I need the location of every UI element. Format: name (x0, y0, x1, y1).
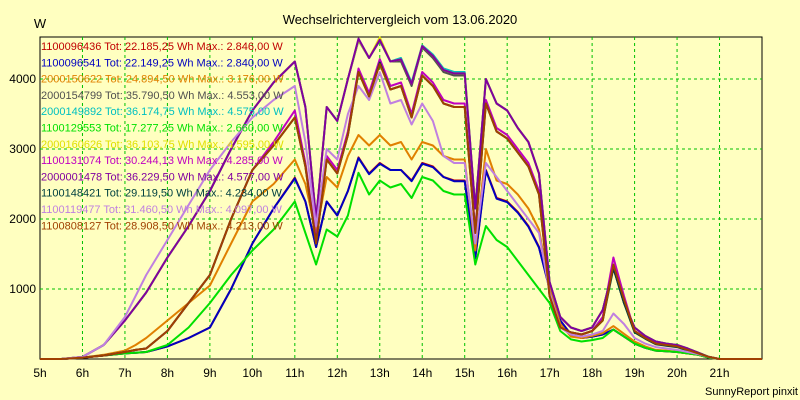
y-axis-ticks: 1000 2000 3000 4000 (9, 72, 36, 296)
x-tick-label: 9h (203, 366, 216, 380)
grid (40, 37, 762, 359)
y-tick-label: 2000 (9, 212, 36, 226)
legend-entry-2000160626: 2000160626 Tot: 36.103,75 Wh Max.: 4.595… (41, 139, 284, 151)
x-tick-label: 11h (285, 366, 304, 380)
plot-area (39, 36, 763, 360)
y-tick-label: 1000 (9, 282, 36, 296)
legend-entry-2000154799: 2000154799 Tot: 35.790,50 Wh Max.: 4.553… (41, 90, 284, 102)
legend-entry-1100131074: 1100131074 Tot: 30.244,13 Wh Max.: 4.285… (41, 155, 283, 167)
x-tick-label: 16h (497, 366, 517, 380)
legend-entry-1100119477: 1100119477 Tot: 31.460,50 Wh Max.: 4.097… (41, 204, 283, 216)
x-tick-label: 13h (370, 366, 390, 380)
legend-entry-1100096436: 1100096436 Tot: 22.185,25 Wh Max.: 2.846… (41, 41, 283, 53)
y-axis-unit-label: W (34, 16, 47, 31)
y-tick-label: 4000 (9, 72, 36, 86)
legend-entry-2000150622: 2000150622 Tot: 24.894,50 Wh Max.: 3.176… (41, 74, 284, 86)
x-tick-label: 17h (540, 366, 560, 380)
series-line-1100808127 (40, 63, 762, 360)
legend-entry-1100808127: 1100808127 Tot: 28.908,50 Wh Max.: 4.213… (41, 220, 283, 232)
x-tick-label: 10h (242, 366, 262, 380)
x-tick-label: 12h (327, 366, 347, 380)
x-tick-label: 19h (625, 366, 645, 380)
y-tick-label: 3000 (9, 142, 36, 156)
series-line-2000150622 (40, 134, 762, 360)
footer-credit: SunnyReport pinxit (705, 386, 798, 398)
x-tick-label: 5h (33, 366, 46, 380)
series-line-1100129553 (40, 171, 762, 360)
x-tick-label: 20h (667, 366, 687, 380)
legend-entry-1100148421: 1100148421 Tot: 29.119,50 Wh Max.: 4.234… (41, 188, 283, 200)
legend-entry-2000149892: 2000149892 Tot: 36.174,75 Wh Max.: 4.575… (41, 106, 284, 118)
chart-title: Wechselrichtervergleich vom 13.06.2020 (283, 12, 518, 27)
x-tick-label: 14h (412, 366, 432, 380)
x-tick-label: 18h (582, 366, 602, 380)
legend: 1100096436 Tot: 22.185,25 Wh Max.: 2.846… (41, 41, 284, 232)
x-tick-label: 8h (161, 366, 174, 380)
series-lines (40, 36, 762, 360)
x-tick-label: 15h (455, 366, 475, 380)
x-tick-label: 7h (118, 366, 131, 380)
x-axis-ticks: 5h 6h 7h 8h 9h 10h 11h 12h 13h 14h 15h 16h 17h 18h 19h… (33, 366, 729, 380)
x-tick-label: 21h (710, 366, 730, 380)
legend-entry-1100129553: 1100129553 Tot: 17.277,25 Wh Max.: 2.660… (41, 123, 283, 135)
series-line-2000001478 (40, 37, 762, 360)
legend-entry-1100096541: 1100096541 Tot: 22.149,25 Wh Max.: 2.840… (41, 57, 283, 69)
x-tick-label: 6h (76, 366, 89, 380)
series-line-1100119477 (40, 71, 762, 360)
legend-entry-2000001478: 2000001478 Tot: 36.229,50 Wh Max.: 4.577… (41, 171, 284, 183)
